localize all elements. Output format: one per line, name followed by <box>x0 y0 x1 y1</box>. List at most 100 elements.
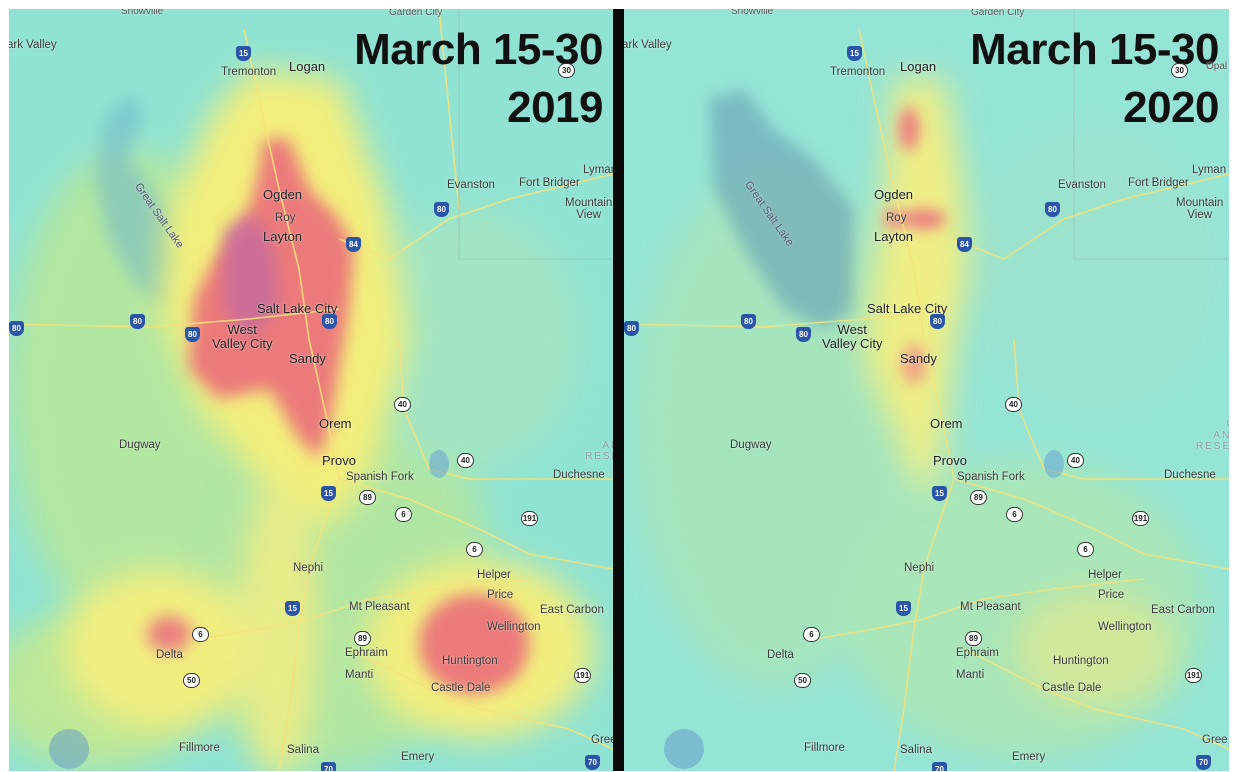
us-89-shield: 89 <box>354 631 371 646</box>
label-snowville: Snowville <box>731 9 774 17</box>
us-6-shield: 6 <box>1006 507 1023 522</box>
interstate-80-shield: 80 <box>624 321 639 336</box>
label-price: Price <box>1098 589 1125 601</box>
label-orem: Orem <box>930 416 963 431</box>
label-fillmore: Fillmore <box>179 742 220 754</box>
label-tremonton: Tremonton <box>830 66 886 78</box>
label-sandy: Sandy <box>289 351 326 366</box>
label-dugway: Dugway <box>730 439 772 451</box>
label-manti: Manti <box>956 669 985 681</box>
interstate-80-shield: 80 <box>130 314 145 329</box>
label-salt-lake-city: Salt Lake City <box>867 301 948 316</box>
label-duchesne: Duchesne <box>553 469 605 481</box>
label-ephraim: Ephraim <box>345 647 388 659</box>
label-west-valley-city: West Valley City <box>822 322 883 351</box>
interstate-15-shield: 15 <box>236 46 251 61</box>
interstate-15-shield: 15 <box>321 486 336 501</box>
label-roy: Roy <box>886 212 907 224</box>
map-title: March 15-30 2019 <box>354 21 603 137</box>
label-salt-lake-city: Salt Lake City <box>257 301 338 316</box>
label-snowville: Snowville <box>121 9 164 17</box>
label-fort-bridger: Fort Bridger <box>1128 177 1189 189</box>
label-east-carbon: East Carbon <box>1151 604 1215 616</box>
label-emery: Emery <box>401 751 435 763</box>
label-castle-dale: Castle Dale <box>1042 682 1102 694</box>
label-park-valley: ark Valley <box>624 39 672 51</box>
us-6-shield: 6 <box>192 627 209 642</box>
interstate-80-shield: 80 <box>930 314 945 329</box>
us-191-shield: 191 <box>521 511 538 526</box>
label-salina: Salina <box>900 744 932 756</box>
label-layton: Layton <box>263 229 303 244</box>
label-nephi: Nephi <box>293 562 324 574</box>
label-sandy: Sandy <box>900 351 937 366</box>
us-40-shield: 40 <box>1005 397 1022 412</box>
label-huntington: Huntington <box>1053 655 1109 667</box>
heatmap-2020 <box>624 9 1229 771</box>
label-duchesne: Duchesne <box>1164 469 1216 481</box>
label-wellington: Wellington <box>1098 621 1152 633</box>
label-mountain-view: Mountain View <box>565 197 613 221</box>
interstate-80-shield: 80 <box>434 202 449 217</box>
us-6-shield: 6 <box>395 507 412 522</box>
us-40-shield: 40 <box>1067 453 1084 468</box>
label-garden-city: Garden City <box>389 9 443 18</box>
label-provo: Provo <box>933 453 967 468</box>
label-helper: Helper <box>1088 569 1122 581</box>
label-provo: Provo <box>322 453 356 468</box>
label-delta: Delta <box>767 649 794 661</box>
label-east-carbon: East Carbon <box>540 604 604 616</box>
label-garden-city: Garden City <box>971 9 1025 18</box>
label-spanish-fork: Spanish Fork <box>346 471 414 483</box>
interstate-84-shield: 84 <box>346 237 361 252</box>
label-fillmore: Fillmore <box>804 742 845 754</box>
us-50-shield: 50 <box>794 673 811 688</box>
map-title: March 15-30 2020 <box>970 21 1219 137</box>
label-mt-pleasant: Mt Pleasant <box>349 601 410 613</box>
label-west-valley-city: West Valley City <box>212 322 273 351</box>
label-uinta-reservation: UI AND RESER <box>585 440 613 462</box>
label-tremonton: Tremonton <box>221 66 277 78</box>
interstate-80-shield: 80 <box>796 327 811 342</box>
interstate-15-shield: 15 <box>285 601 300 616</box>
label-delta: Delta <box>156 649 183 661</box>
title-year: 2019 <box>507 83 603 132</box>
interstate-70-shield: 70 <box>585 755 600 770</box>
label-lyman: Lyman <box>583 164 613 176</box>
us-6-shield: 6 <box>466 542 483 557</box>
label-fort-bridger: Fort Bridger <box>519 177 580 189</box>
label-nephi: Nephi <box>904 562 935 574</box>
us-50-shield: 50 <box>183 673 200 688</box>
interstate-70-shield: 70 <box>932 762 947 771</box>
label-park-valley: ark Valley <box>9 39 57 51</box>
us-6-shield: 6 <box>1077 542 1094 557</box>
us-6-shield: 6 <box>803 627 820 642</box>
label-dugway: Dugway <box>119 439 161 451</box>
label-castle-dale: Castle Dale <box>431 682 491 694</box>
us-191-shield: 191 <box>1185 668 1202 683</box>
label-green-river: Gree <box>591 734 613 746</box>
title-year: 2020 <box>1123 83 1219 132</box>
label-green-river: Gree <box>1202 734 1228 746</box>
label-manti: Manti <box>345 669 374 681</box>
label-huntington: Huntington <box>442 655 498 667</box>
us-89-shield: 89 <box>970 490 987 505</box>
us-89-shield: 89 <box>965 631 982 646</box>
interstate-15-shield: 15 <box>847 46 862 61</box>
map-panel-2019: March 15-30 2019 Snowville Garden City a… <box>9 9 613 771</box>
interstate-80-shield: 80 <box>185 327 200 342</box>
label-lyman: Lyman <box>1192 164 1227 176</box>
label-ogden: Ogden <box>263 187 303 202</box>
us-30-shield: 30 <box>558 63 575 78</box>
interstate-80-shield: 80 <box>9 321 24 336</box>
interstate-15-shield: 15 <box>932 486 947 501</box>
interstate-80-shield: 80 <box>1045 202 1060 217</box>
label-wellington: Wellington <box>487 621 541 633</box>
interstate-80-shield: 80 <box>322 314 337 329</box>
us-191-shield: 191 <box>574 668 591 683</box>
label-roy: Roy <box>275 212 296 224</box>
interstate-70-shield: 70 <box>321 762 336 771</box>
label-orem: Orem <box>319 416 352 431</box>
us-40-shield: 40 <box>394 397 411 412</box>
heatmap-2019 <box>9 9 613 771</box>
